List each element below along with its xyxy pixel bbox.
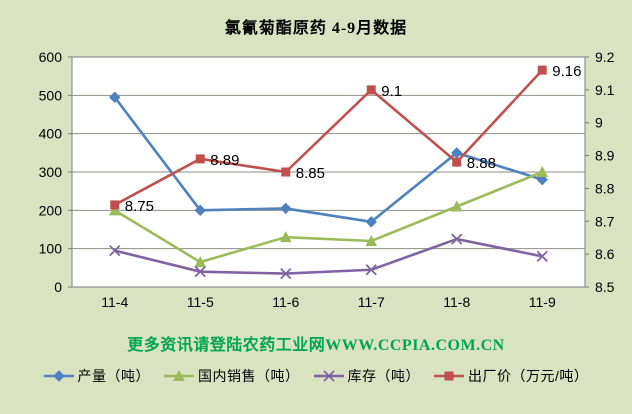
left-axis-label: 400 — [39, 126, 63, 142]
legend-label: 国内销售（吨） — [198, 368, 300, 384]
legend-item-inventory: 库存（吨） — [313, 366, 421, 386]
legend-item-production: 产量（吨） — [43, 366, 151, 386]
chart-title: 氯氰菊酯原药 4-9月数据 — [224, 20, 408, 37]
data-point-x-marker — [536, 250, 548, 262]
data-point-triangle-marker — [450, 200, 463, 212]
data-point-diamond-marker — [536, 173, 548, 186]
data-point-triangle-marker — [365, 234, 378, 246]
promo-link-text: 更多资讯请登陆农药工业网WWW.CCPIA.COM.CN — [127, 337, 505, 354]
left-axis-label: 200 — [39, 202, 63, 218]
x-axis-label: 11-7 — [358, 294, 385, 310]
data-point-triangle-marker — [536, 165, 549, 177]
left-axis-label: 0 — [54, 279, 62, 295]
data-label: 8.85 — [296, 165, 325, 182]
right-axis-label: 9.1 — [595, 82, 615, 98]
legend-marker-square-icon — [434, 371, 465, 381]
data-point-diamond-marker — [365, 216, 377, 228]
x-axis-label: 11-4 — [101, 294, 128, 310]
data-point-x-marker — [194, 266, 206, 278]
data-point-triangle-marker — [194, 256, 207, 268]
right-axis-label: 9 — [595, 115, 603, 131]
right-axis-label: 8.8 — [595, 180, 615, 196]
legend-item-exfactory-price: 出厂价（万元/吨） — [434, 366, 588, 386]
data-point-diamond-marker — [109, 91, 121, 103]
right-axis-label: 8.9 — [595, 148, 615, 164]
left-axis-label: 600 — [39, 49, 63, 65]
data-label: 8.89 — [210, 152, 239, 169]
data-point-x-marker — [451, 233, 463, 245]
series-line-diamond — [113, 96, 543, 224]
data-point-triangle-marker — [279, 231, 292, 243]
data-point-square-marker — [366, 85, 376, 95]
data-label: 9.16 — [552, 63, 581, 80]
right-axis-label: 8.7 — [595, 213, 615, 229]
legend-marker-glyph — [444, 371, 454, 381]
x-axis-label: 11-8 — [443, 294, 470, 310]
legend-marker-diamond-icon — [43, 370, 74, 382]
data-point-square-marker — [195, 154, 205, 164]
legend-item-domestic-sales: 国内销售（吨） — [164, 366, 300, 386]
legend-marker-glyph — [322, 370, 335, 382]
series-line-x — [114, 237, 543, 275]
data-label: 9.1 — [381, 83, 402, 100]
data-point-square-marker — [110, 200, 120, 210]
data-label: 8.75 — [125, 198, 154, 215]
data-point-diamond-marker — [280, 202, 292, 215]
data-point-x-marker — [365, 264, 377, 276]
right-axis-label: 8.5 — [595, 279, 615, 295]
legend-label: 产量（吨） — [77, 368, 151, 384]
left-axis-label: 300 — [39, 164, 63, 180]
series-line-triangle — [114, 170, 543, 264]
x-axis-label: 11-5 — [187, 294, 214, 310]
data-point-triangle-marker — [108, 204, 121, 216]
chart-legend: 产量（吨） 国内销售（吨） 库存（吨） 出厂价（万元/吨） — [0, 366, 632, 386]
legend-marker-triangle-icon — [164, 370, 195, 381]
legend-marker-x-icon — [313, 370, 344, 382]
left-axis-label: 100 — [39, 241, 63, 257]
left-axis-label: 500 — [39, 87, 63, 103]
series-line-square — [114, 69, 544, 207]
legend-label: 库存（吨） — [347, 368, 421, 384]
legend-marker-glyph — [52, 370, 65, 382]
x-axis-label: 11-9 — [529, 294, 556, 310]
legend-label: 出厂价（万元/吨） — [468, 368, 589, 384]
data-point-square-marker — [452, 157, 462, 167]
data-point-square-marker — [537, 65, 547, 75]
data-label: 8.88 — [467, 155, 496, 172]
x-axis-label: 11-6 — [272, 294, 299, 310]
data-point-x-marker — [109, 244, 121, 257]
data-point-x-marker — [280, 267, 292, 280]
right-axis-label: 9.2 — [595, 49, 615, 65]
right-axis-label: 8.6 — [595, 246, 615, 262]
data-point-diamond-marker — [194, 204, 206, 217]
legend-marker-glyph — [173, 370, 185, 381]
data-point-square-marker — [281, 167, 291, 177]
